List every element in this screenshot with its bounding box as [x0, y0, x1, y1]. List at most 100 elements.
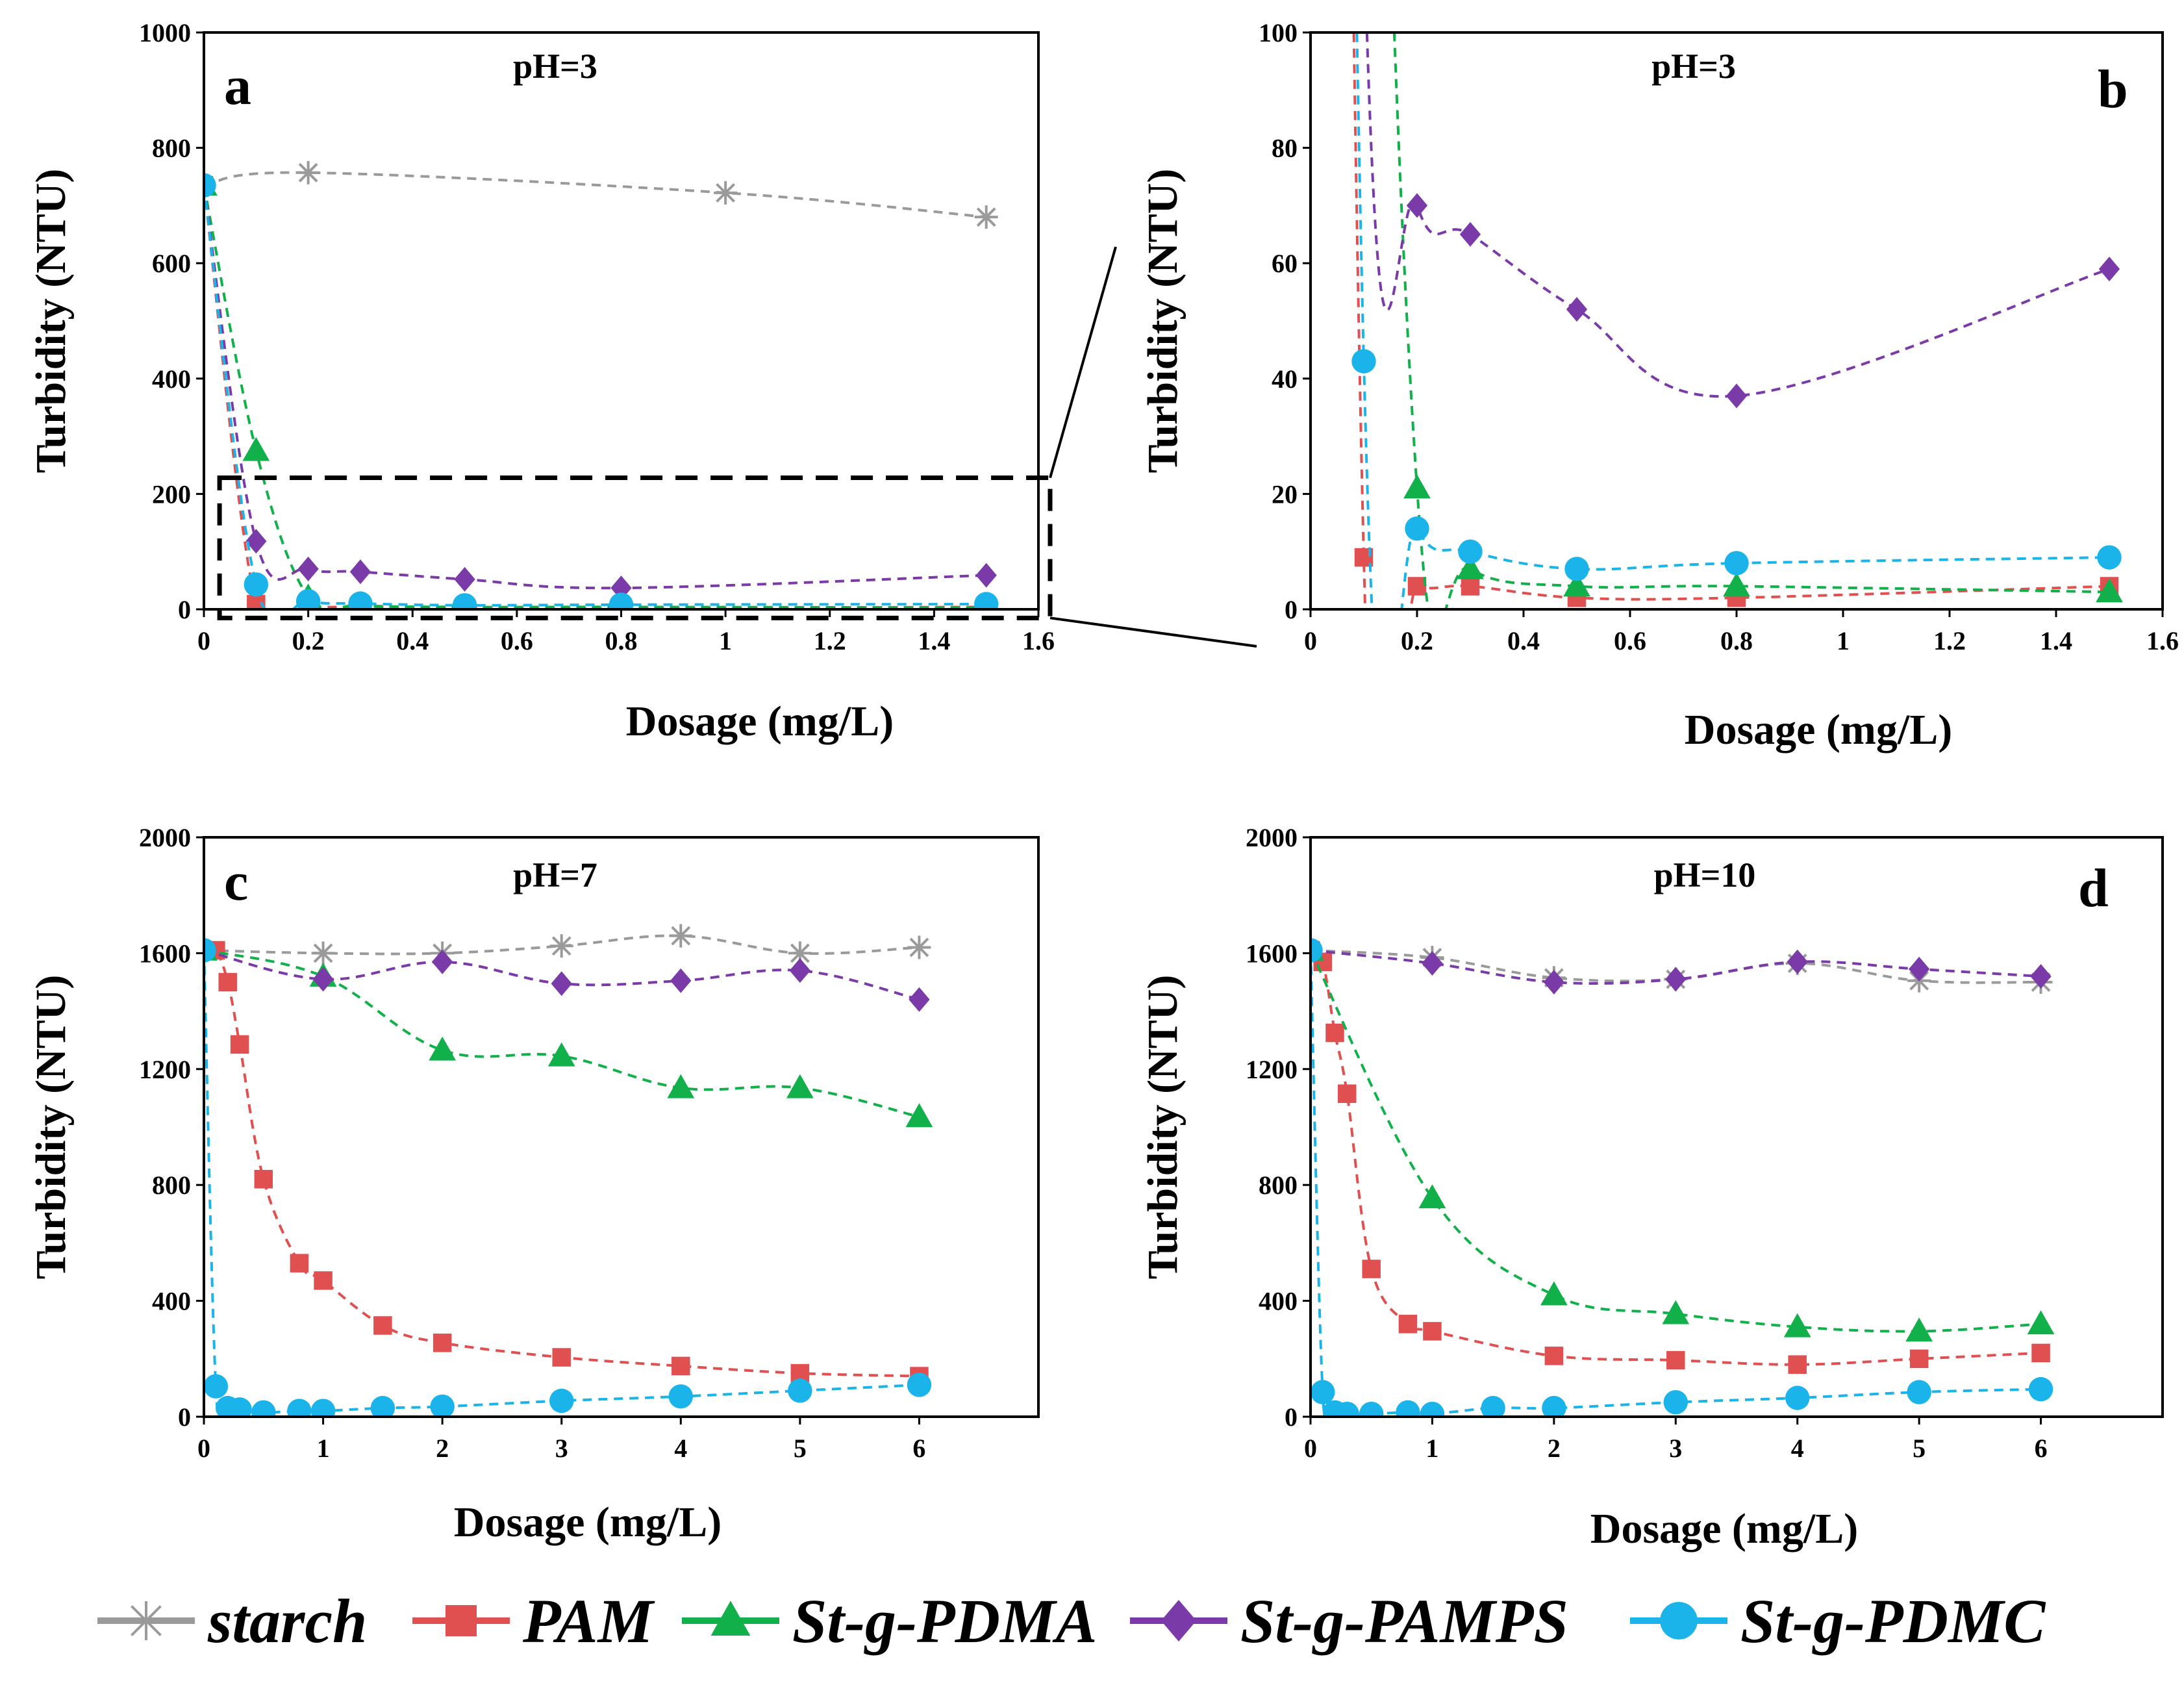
y-tick-label: 400	[1259, 1287, 1298, 1316]
x-tick-label: 1	[317, 1434, 330, 1463]
point-pam	[446, 1605, 477, 1636]
series-line-st-g-pdma	[204, 184, 986, 611]
point-st-g-pamps	[1543, 970, 1565, 995]
point-st-g-pdmc	[204, 1374, 229, 1399]
point-st-g-pdmc	[1311, 938, 1323, 963]
point-st-g-pdmc	[1311, 1380, 1335, 1404]
point-starch	[669, 924, 693, 948]
x-tick-label: 6	[2035, 1434, 2048, 1463]
point-st-g-pamps	[1726, 383, 1748, 409]
y-tick-label: 40	[1272, 364, 1298, 394]
panel-title: pH=3	[513, 47, 597, 86]
panel-letter: a	[224, 56, 251, 116]
x-axis-label: Dosage (mg/L)	[454, 1499, 722, 1546]
point-st-g-pamps	[789, 958, 811, 983]
point-pam	[373, 1316, 392, 1335]
y-tick-label: 0	[178, 1402, 191, 1432]
point-st-g-pdma	[1540, 1281, 1568, 1306]
point-pam	[1398, 1315, 1418, 1334]
zoom-connector-bottom	[1049, 616, 1257, 648]
x-tick-label: 0.2	[292, 626, 325, 655]
legend-item-st-g-pdmc: St-g-PDMC	[1630, 1586, 2046, 1656]
point-pam	[1788, 1355, 1807, 1374]
point-st-g-pdmc	[204, 938, 216, 963]
point-st-g-pamps	[670, 968, 692, 993]
y-axis-label: Turbidity (NTU)	[1139, 169, 1186, 474]
x-tick-label: 3	[1669, 1434, 1682, 1463]
point-st-g-pdmc	[348, 591, 373, 611]
y-tick-label: 60	[1272, 249, 1298, 278]
point-st-g-pdma	[1457, 555, 1484, 579]
plot-frame	[203, 836, 1040, 1418]
legend-label: PAM	[522, 1586, 656, 1656]
point-pam	[1909, 1349, 1929, 1369]
series-line-st-g-pdma	[1392, 31, 2110, 611]
series-line-st-g-pdmc	[1355, 31, 2110, 611]
point-st-g-pamps	[297, 556, 319, 581]
panel-c: 0 400 800 1200 1600 2000 0 1 2 3 4 5 6 pH=7 c Dosage (m…	[27, 823, 1040, 1546]
y-tick-label: 800	[152, 1171, 191, 1200]
point-st-g-pdma	[786, 1074, 814, 1098]
x-tick-label: 0.4	[396, 626, 429, 655]
series-group	[1351, 31, 2123, 611]
y-tick-label: 0	[178, 595, 191, 624]
point-st-g-pamps	[1161, 1600, 1197, 1641]
point-st-g-pdmc	[1481, 1395, 1505, 1418]
x-tick-label: 1	[1837, 626, 1850, 655]
point-st-g-pdmc	[227, 1397, 252, 1418]
y-tick-label: 1600	[1246, 939, 1298, 968]
x-tick-label: 2	[436, 1434, 449, 1463]
point-st-g-pdma	[2027, 1310, 2055, 1335]
series-line-st-g-pamps	[204, 185, 986, 590]
point-st-g-pdmc	[310, 1399, 336, 1418]
point-st-g-pdmc	[2028, 1376, 2053, 1402]
series-group	[204, 160, 999, 611]
point-st-g-pdmc	[1335, 1401, 1359, 1418]
point-pam	[314, 1271, 333, 1290]
x-tick-label: 4	[674, 1434, 687, 1463]
point-st-g-pdmc	[204, 173, 216, 198]
point-st-g-pamps	[431, 949, 453, 974]
point-st-g-pdma	[547, 1042, 575, 1067]
plot-frame	[203, 31, 1040, 611]
point-st-g-pdmc	[1724, 551, 1749, 576]
point-starch	[714, 181, 738, 205]
point-st-g-pdmc	[1785, 1386, 1810, 1410]
y-axis-label: Turbidity (NTU)	[1139, 975, 1186, 1280]
point-st-g-pdmc	[452, 593, 477, 611]
point-starch	[127, 1601, 166, 1640]
y-tick-label: 400	[152, 364, 191, 394]
panel-a: 0 200 400 600 800 1000 0 0.2 0.4 0.6 0.8 1 1.2 1.4 1.6…	[27, 18, 1055, 745]
series-line-st-g-pdmc	[204, 185, 986, 611]
legend-label: St-g-PDMC	[1740, 1586, 2046, 1656]
y-tick-label: 100	[1259, 18, 1298, 47]
legend-label: St-g-PDMA	[792, 1586, 1097, 1656]
series-line-pam	[204, 185, 986, 611]
point-starch	[311, 941, 335, 965]
point-pam	[1337, 1084, 1357, 1103]
point-st-g-pdmc	[1663, 1390, 1688, 1415]
x-tick-label: 0.4	[1507, 626, 1540, 655]
point-st-g-pamps	[1665, 967, 1687, 992]
point-st-g-pdmc	[1458, 539, 1483, 564]
legend: starch PAM St-g-PDMA St-g-PAMPS St-g-PDMC	[97, 1586, 2046, 1656]
point-st-g-pamps	[312, 967, 334, 992]
point-st-g-pamps	[551, 971, 572, 996]
point-st-g-pdmc	[1564, 557, 1589, 581]
y-tick-label: 1000	[139, 18, 191, 47]
series-line-st-g-pdma	[1311, 950, 2041, 1333]
point-st-g-pamps	[2098, 257, 2120, 282]
y-tick-label: 0	[1285, 1402, 1298, 1432]
point-st-g-pdma	[1403, 474, 1431, 499]
y-tick-label: 20	[1272, 479, 1298, 509]
point-st-g-pdmc	[1420, 1401, 1445, 1418]
y-tick-label: 1200	[1246, 1055, 1298, 1084]
x-tick-label: 0.8	[605, 626, 638, 655]
y-tick-label: 800	[1259, 1171, 1298, 1200]
x-axis-label: Dosage (mg/L)	[626, 698, 894, 745]
panel-d: 0 400 800 1200 1600 2000 0 1 2 3 4 5 6 pH=10 d Dosage (…	[1139, 823, 2164, 1552]
point-st-g-pdmc	[549, 1388, 574, 1413]
legend-item-starch: starch	[97, 1586, 367, 1656]
point-pam	[254, 1170, 273, 1189]
point-starch	[296, 160, 320, 184]
